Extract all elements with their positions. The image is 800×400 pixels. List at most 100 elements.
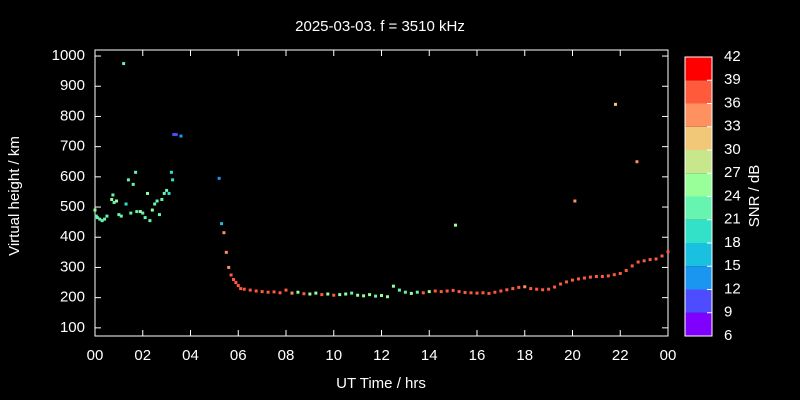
colorbar-band [685, 173, 712, 197]
colorbar-band [685, 312, 712, 336]
x-tick-label: 04 [182, 347, 199, 364]
point [397, 288, 401, 292]
colorbar-band [685, 243, 712, 267]
point [630, 264, 634, 268]
point [272, 290, 276, 294]
point [421, 291, 425, 295]
colorbar-tick-label: 36 [724, 94, 741, 111]
colorbar-tick-label: 12 [724, 280, 741, 297]
point [239, 287, 243, 291]
point [588, 275, 592, 279]
point [172, 133, 176, 137]
point [93, 208, 97, 212]
point [165, 188, 169, 192]
point [624, 268, 628, 272]
point [457, 290, 461, 294]
point [135, 210, 139, 214]
colorbar-label: SNR / dB [746, 165, 763, 228]
point [160, 197, 164, 201]
point [98, 217, 102, 221]
point [469, 291, 473, 295]
point [613, 102, 617, 106]
point [594, 275, 598, 279]
x-tick-label: 12 [373, 347, 390, 364]
colorbar-band [685, 80, 712, 104]
point [600, 275, 604, 279]
point [100, 219, 104, 223]
point [105, 214, 109, 218]
point [95, 216, 99, 220]
point [320, 293, 324, 297]
colorbar-tick-label: 9 [724, 304, 732, 321]
point [220, 222, 224, 226]
point [535, 287, 539, 291]
colorbar-tick-label: 6 [724, 327, 732, 344]
point [427, 290, 431, 294]
point [332, 293, 336, 297]
point [126, 178, 130, 182]
point [103, 217, 107, 221]
y-tick-label: 700 [60, 138, 85, 155]
point [403, 290, 407, 294]
point [179, 134, 183, 138]
point [248, 288, 252, 292]
point [224, 250, 228, 254]
y-tick-label: 200 [60, 289, 85, 306]
y-tick-label: 1000 [52, 47, 85, 64]
point [666, 250, 670, 254]
point [94, 214, 98, 218]
point [308, 292, 312, 296]
point [618, 271, 622, 275]
chart-title: 2025-03-03. f = 3510 kHz [295, 18, 465, 35]
x-axis-label: UT Time / hrs [336, 375, 426, 392]
colorbar-tick-label: 30 [724, 141, 741, 158]
x-tick-label: 22 [612, 347, 629, 364]
point [171, 178, 175, 182]
point [122, 62, 126, 66]
point [278, 291, 282, 295]
point [660, 254, 664, 258]
point [314, 291, 318, 295]
y-tick-label: 100 [60, 319, 85, 336]
point [222, 231, 226, 235]
colorbar-tick-label: 15 [724, 257, 741, 274]
point [326, 292, 330, 296]
point [162, 191, 166, 195]
point [338, 293, 342, 297]
point [143, 216, 147, 220]
colorbar-tick-label: 18 [724, 234, 741, 251]
point [119, 214, 123, 218]
point [463, 291, 467, 295]
point [635, 160, 639, 164]
point [547, 287, 551, 291]
point [129, 211, 133, 215]
point [169, 170, 173, 174]
point [174, 133, 178, 137]
point [368, 293, 372, 297]
point [153, 202, 157, 206]
x-tick-label: 02 [134, 347, 151, 364]
point [302, 292, 306, 296]
point [612, 273, 616, 277]
point [296, 290, 300, 294]
point [227, 265, 231, 269]
point [380, 294, 383, 298]
colorbar-tick-label: 21 [724, 211, 741, 228]
point [654, 257, 658, 261]
x-tick-label: 10 [325, 347, 342, 364]
colorbar-tick-label: 39 [724, 71, 741, 88]
point [409, 291, 413, 295]
point [565, 280, 569, 284]
point [284, 288, 288, 292]
x-tick-label: 00 [87, 347, 104, 364]
point [385, 295, 389, 299]
point [433, 289, 437, 293]
colorbar-band [685, 150, 712, 174]
y-tick-label: 400 [60, 228, 85, 245]
point [648, 258, 652, 262]
point [505, 288, 509, 292]
point [148, 219, 152, 223]
point [344, 292, 348, 296]
point [481, 291, 485, 295]
